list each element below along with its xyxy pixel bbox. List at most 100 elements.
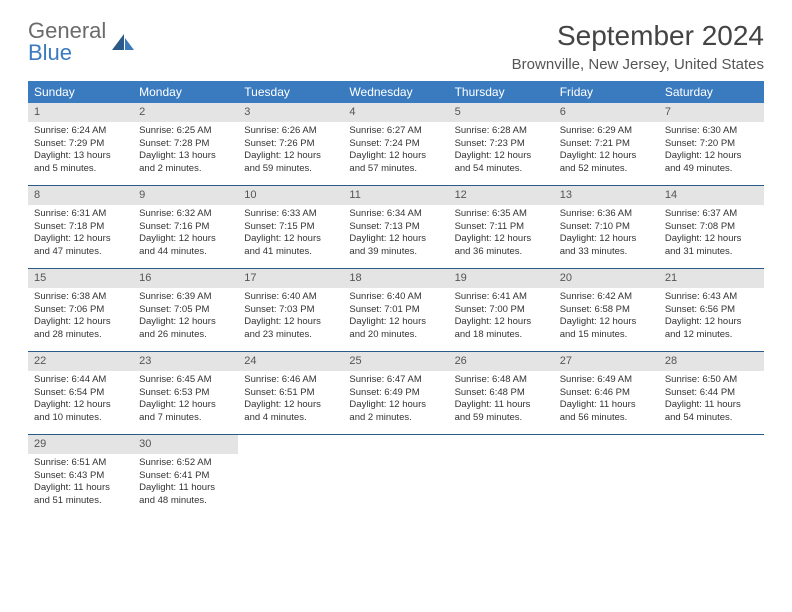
sunset-text: Sunset: 7:18 PM	[34, 221, 127, 234]
day-content: Sunrise: 6:41 AMSunset: 7:00 PMDaylight:…	[449, 288, 554, 346]
sunset-text: Sunset: 7:26 PM	[244, 138, 337, 151]
day-number: 10	[238, 186, 343, 205]
daylight-text: Daylight: 12 hours	[455, 150, 548, 163]
day-cell: 9Sunrise: 6:32 AMSunset: 7:16 PMDaylight…	[133, 186, 238, 268]
daylight-text: and 2 minutes.	[349, 412, 442, 425]
day-content: Sunrise: 6:40 AMSunset: 7:01 PMDaylight:…	[343, 288, 448, 346]
daylight-text: and 41 minutes.	[244, 246, 337, 259]
sunrise-text: Sunrise: 6:24 AM	[34, 125, 127, 138]
day-number: 20	[554, 269, 659, 288]
day-content: Sunrise: 6:48 AMSunset: 6:48 PMDaylight:…	[449, 371, 554, 429]
day-number: 7	[659, 103, 764, 122]
empty-cell	[554, 435, 659, 517]
day-cell: 13Sunrise: 6:36 AMSunset: 7:10 PMDayligh…	[554, 186, 659, 268]
sunrise-text: Sunrise: 6:43 AM	[665, 291, 758, 304]
day-content: Sunrise: 6:31 AMSunset: 7:18 PMDaylight:…	[28, 205, 133, 263]
weekday-label: Tuesday	[238, 81, 343, 103]
day-number: 18	[343, 269, 448, 288]
day-content: Sunrise: 6:42 AMSunset: 6:58 PMDaylight:…	[554, 288, 659, 346]
day-cell: 28Sunrise: 6:50 AMSunset: 6:44 PMDayligh…	[659, 352, 764, 434]
day-cell: 15Sunrise: 6:38 AMSunset: 7:06 PMDayligh…	[28, 269, 133, 351]
sunrise-text: Sunrise: 6:49 AM	[560, 374, 653, 387]
day-content: Sunrise: 6:36 AMSunset: 7:10 PMDaylight:…	[554, 205, 659, 263]
daylight-text: and 20 minutes.	[349, 329, 442, 342]
empty-cell	[343, 435, 448, 517]
day-content: Sunrise: 6:38 AMSunset: 7:06 PMDaylight:…	[28, 288, 133, 346]
day-content: Sunrise: 6:37 AMSunset: 7:08 PMDaylight:…	[659, 205, 764, 263]
day-content: Sunrise: 6:33 AMSunset: 7:15 PMDaylight:…	[238, 205, 343, 263]
day-number: 3	[238, 103, 343, 122]
sunset-text: Sunset: 7:10 PM	[560, 221, 653, 234]
calendar-body: 1Sunrise: 6:24 AMSunset: 7:29 PMDaylight…	[28, 103, 764, 517]
weekday-label: Friday	[554, 81, 659, 103]
day-content: Sunrise: 6:51 AMSunset: 6:43 PMDaylight:…	[28, 454, 133, 512]
daylight-text: Daylight: 12 hours	[349, 150, 442, 163]
daylight-text: Daylight: 12 hours	[560, 150, 653, 163]
day-number: 28	[659, 352, 764, 371]
day-cell: 25Sunrise: 6:47 AMSunset: 6:49 PMDayligh…	[343, 352, 448, 434]
day-cell: 29Sunrise: 6:51 AMSunset: 6:43 PMDayligh…	[28, 435, 133, 517]
sunset-text: Sunset: 7:08 PM	[665, 221, 758, 234]
day-number: 9	[133, 186, 238, 205]
day-content: Sunrise: 6:24 AMSunset: 7:29 PMDaylight:…	[28, 122, 133, 180]
daylight-text: and 47 minutes.	[34, 246, 127, 259]
day-content: Sunrise: 6:35 AMSunset: 7:11 PMDaylight:…	[449, 205, 554, 263]
sunrise-text: Sunrise: 6:44 AM	[34, 374, 127, 387]
daylight-text: Daylight: 11 hours	[139, 482, 232, 495]
daylight-text: and 57 minutes.	[349, 163, 442, 176]
logo: General Blue	[28, 20, 136, 64]
daylight-text: Daylight: 12 hours	[139, 233, 232, 246]
day-content: Sunrise: 6:52 AMSunset: 6:41 PMDaylight:…	[133, 454, 238, 512]
day-content: Sunrise: 6:40 AMSunset: 7:03 PMDaylight:…	[238, 288, 343, 346]
day-cell: 2Sunrise: 6:25 AMSunset: 7:28 PMDaylight…	[133, 103, 238, 185]
weekday-label: Wednesday	[343, 81, 448, 103]
sunrise-text: Sunrise: 6:25 AM	[139, 125, 232, 138]
daylight-text: and 23 minutes.	[244, 329, 337, 342]
day-number: 14	[659, 186, 764, 205]
day-content: Sunrise: 6:50 AMSunset: 6:44 PMDaylight:…	[659, 371, 764, 429]
location: Brownville, New Jersey, United States	[512, 56, 764, 73]
daylight-text: and 12 minutes.	[665, 329, 758, 342]
day-content: Sunrise: 6:25 AMSunset: 7:28 PMDaylight:…	[133, 122, 238, 180]
day-content: Sunrise: 6:34 AMSunset: 7:13 PMDaylight:…	[343, 205, 448, 263]
day-cell: 12Sunrise: 6:35 AMSunset: 7:11 PMDayligh…	[449, 186, 554, 268]
day-number: 13	[554, 186, 659, 205]
daylight-text: and 39 minutes.	[349, 246, 442, 259]
sunrise-text: Sunrise: 6:51 AM	[34, 457, 127, 470]
day-number: 4	[343, 103, 448, 122]
sunrise-text: Sunrise: 6:29 AM	[560, 125, 653, 138]
sunset-text: Sunset: 6:46 PM	[560, 387, 653, 400]
sunset-text: Sunset: 6:58 PM	[560, 304, 653, 317]
header: General Blue September 2024 Brownville, …	[28, 20, 764, 73]
logo-blue: Blue	[28, 40, 72, 65]
daylight-text: and 51 minutes.	[34, 495, 127, 508]
day-number: 16	[133, 269, 238, 288]
day-content: Sunrise: 6:45 AMSunset: 6:53 PMDaylight:…	[133, 371, 238, 429]
day-number: 23	[133, 352, 238, 371]
title-block: September 2024 Brownville, New Jersey, U…	[512, 20, 764, 73]
day-number: 11	[343, 186, 448, 205]
day-cell: 4Sunrise: 6:27 AMSunset: 7:24 PMDaylight…	[343, 103, 448, 185]
day-content: Sunrise: 6:46 AMSunset: 6:51 PMDaylight:…	[238, 371, 343, 429]
day-cell: 7Sunrise: 6:30 AMSunset: 7:20 PMDaylight…	[659, 103, 764, 185]
daylight-text: and 15 minutes.	[560, 329, 653, 342]
sunrise-text: Sunrise: 6:37 AM	[665, 208, 758, 221]
sunset-text: Sunset: 7:20 PM	[665, 138, 758, 151]
sunrise-text: Sunrise: 6:40 AM	[244, 291, 337, 304]
daylight-text: and 18 minutes.	[455, 329, 548, 342]
sunrise-text: Sunrise: 6:33 AM	[244, 208, 337, 221]
daylight-text: and 54 minutes.	[665, 412, 758, 425]
daylight-text: Daylight: 12 hours	[139, 316, 232, 329]
day-cell: 8Sunrise: 6:31 AMSunset: 7:18 PMDaylight…	[28, 186, 133, 268]
day-cell: 10Sunrise: 6:33 AMSunset: 7:15 PMDayligh…	[238, 186, 343, 268]
empty-cell	[659, 435, 764, 517]
daylight-text: Daylight: 12 hours	[244, 150, 337, 163]
logo-text: General Blue	[28, 20, 106, 64]
sunrise-text: Sunrise: 6:41 AM	[455, 291, 548, 304]
day-number: 6	[554, 103, 659, 122]
day-cell: 30Sunrise: 6:52 AMSunset: 6:41 PMDayligh…	[133, 435, 238, 517]
daylight-text: and 54 minutes.	[455, 163, 548, 176]
day-content: Sunrise: 6:29 AMSunset: 7:21 PMDaylight:…	[554, 122, 659, 180]
sunrise-text: Sunrise: 6:28 AM	[455, 125, 548, 138]
day-number: 1	[28, 103, 133, 122]
